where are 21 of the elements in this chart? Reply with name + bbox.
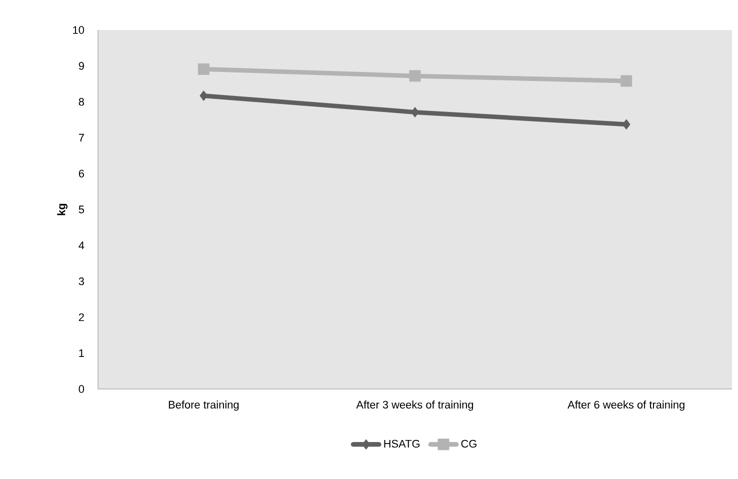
x-tick-label: After 3 weeks of training (356, 400, 474, 411)
y-tick-label: 4 (78, 242, 84, 250)
y-tick-label: 0 (78, 385, 84, 393)
x-tick-label: Before training (168, 400, 239, 411)
y-tick-label: 6 (78, 170, 84, 178)
y-tick-label: 1 (79, 349, 84, 357)
y-tick-label: 7 (78, 134, 84, 142)
y-axis-title: kg (57, 204, 68, 216)
y-tick-label: 9 (78, 62, 84, 70)
point (409, 70, 421, 82)
legend-label: CG (461, 440, 476, 448)
point (198, 63, 210, 75)
y-tick-label: 2 (78, 313, 84, 322)
y-tick-label: 3 (78, 277, 84, 286)
point (620, 75, 632, 87)
y-tick-label: 10 (73, 26, 84, 34)
legend-label: HSATG (384, 440, 420, 448)
y-tick-label: 5 (78, 206, 84, 214)
point (200, 90, 208, 101)
y-tick-label: 8 (78, 98, 84, 106)
x-tick-label: After 6 weeks of training (568, 400, 684, 411)
